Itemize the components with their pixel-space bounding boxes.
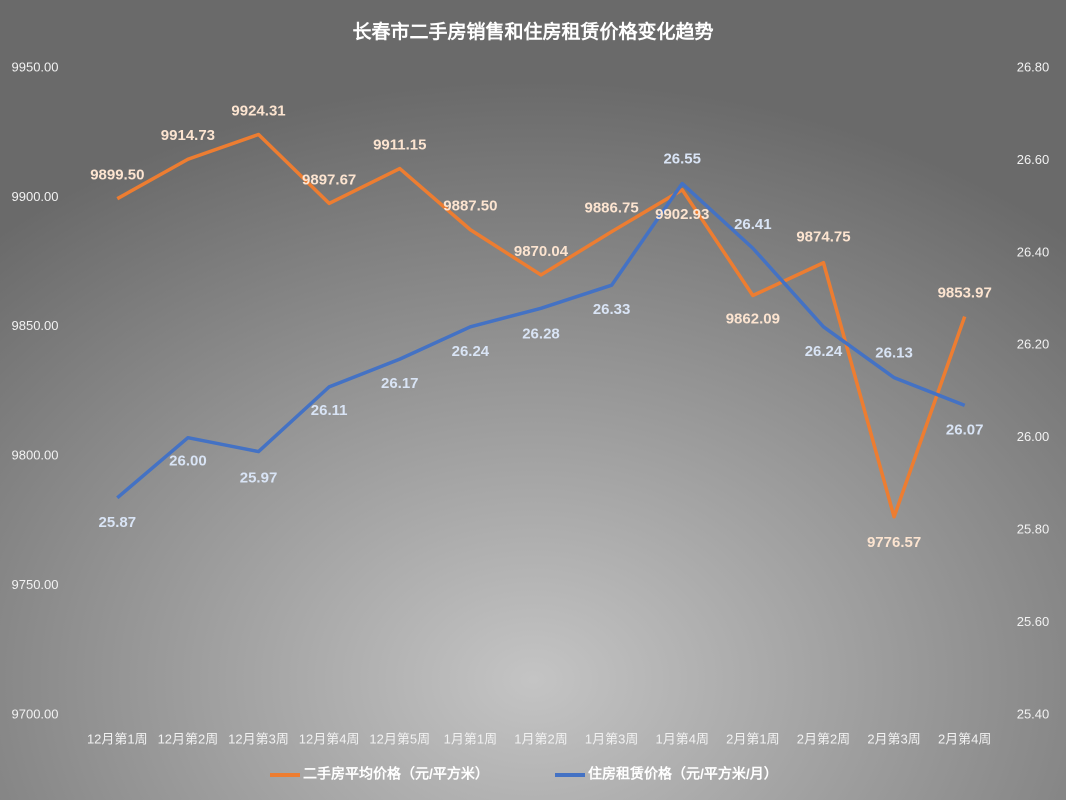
y2-tick-label: 25.80: [1017, 522, 1050, 537]
data-label: 26.24: [452, 343, 490, 360]
data-label: 26.17: [381, 375, 419, 392]
y2-tick-label: 26.00: [1017, 429, 1050, 444]
y2-tick-label: 25.40: [1017, 706, 1050, 721]
x-tick-label: 12月第4周: [299, 731, 360, 746]
x-tick-label: 1月第3周: [585, 731, 638, 746]
x-tick-label: 12月第1周: [87, 731, 148, 746]
data-label: 9853.97: [938, 284, 992, 301]
legend-label: 二手房平均价格（元/平方米）: [303, 766, 489, 782]
y2-tick-label: 25.60: [1017, 614, 1050, 629]
data-label: 9914.73: [161, 127, 215, 144]
y2-tick-label: 26.60: [1017, 152, 1050, 167]
x-tick-label: 2月第1周: [726, 731, 779, 746]
data-label: 9862.09: [726, 310, 780, 327]
x-tick-label: 2月第2周: [797, 731, 850, 746]
data-label: 9897.67: [302, 171, 356, 188]
legend-label: 住房租赁价格（元/平方米/月）: [588, 766, 778, 782]
data-label: 26.00: [169, 453, 207, 470]
data-label: 9887.50: [443, 198, 497, 215]
data-label: 26.07: [946, 421, 984, 438]
y-tick-label: 9800.00: [12, 448, 59, 463]
data-label: 26.13: [875, 345, 913, 362]
y2-tick-label: 26.80: [1017, 59, 1050, 74]
y2-tick-label: 26.40: [1017, 244, 1050, 259]
x-tick-label: 1月第2周: [514, 731, 567, 746]
series-line: [116, 132, 967, 519]
data-label: 9870.04: [514, 243, 569, 260]
x-tick-label: 12月第3周: [228, 731, 289, 746]
x-tick-label: 2月第3周: [867, 731, 920, 746]
x-tick-label: 1月第1周: [444, 731, 497, 746]
series-line: [116, 181, 966, 500]
data-label: 9924.31: [231, 102, 285, 119]
data-label: 9911.15: [373, 137, 426, 154]
x-tick-label: 12月第5周: [369, 731, 430, 746]
y-tick-label: 9750.00: [12, 577, 59, 592]
y-tick-label: 9950.00: [12, 59, 59, 74]
data-label: 9874.75: [796, 229, 850, 246]
y-tick-label: 9900.00: [12, 189, 59, 204]
x-tick-label: 1月第4周: [655, 731, 708, 746]
data-label: 26.33: [593, 301, 631, 318]
data-label: 26.28: [522, 325, 560, 342]
data-label: 25.87: [99, 514, 137, 531]
x-tick-label: 12月第2周: [158, 731, 219, 746]
data-label: 26.55: [663, 151, 701, 168]
data-label: 26.11: [311, 402, 348, 419]
x-tick-label: 2月第4周: [938, 731, 991, 746]
y-tick-label: 9850.00: [12, 318, 59, 333]
chart-title: 长春市二手房销售和住房租赁价格变化趋势: [352, 20, 713, 43]
data-label: 26.24: [805, 343, 843, 360]
y-tick-label: 9700.00: [12, 706, 59, 721]
data-label: 25.97: [240, 470, 278, 487]
data-label: 9902.93: [655, 206, 709, 223]
y2-tick-label: 26.20: [1017, 337, 1050, 352]
data-label: 9899.50: [90, 167, 144, 184]
data-label: 9776.57: [867, 534, 921, 551]
data-label: 26.41: [734, 216, 772, 233]
data-label: 9886.75: [584, 200, 638, 217]
